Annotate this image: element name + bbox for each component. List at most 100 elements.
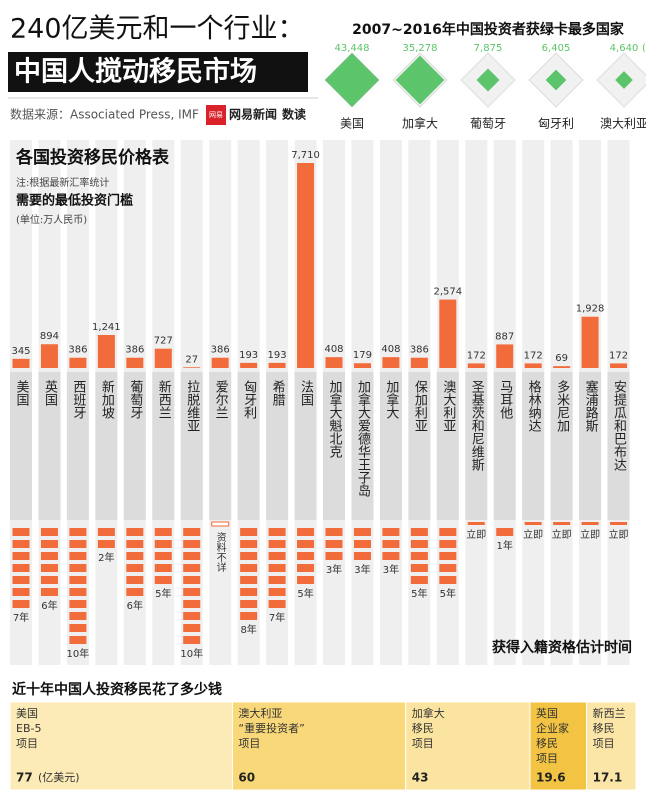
bar [496,344,514,368]
year-label: 6年 [41,599,57,612]
category-label: 希腊 [270,380,286,407]
year-block [12,600,30,608]
year-label: 7年 [269,611,285,624]
year-block [268,588,286,596]
category-label: 匈牙利 [538,117,574,131]
year-block [12,588,30,596]
chart-title: 各国投资移民价格表 [15,147,170,168]
year-block [40,528,58,536]
year-block [97,528,115,536]
year-label: 3年 [383,563,399,576]
value-label: 172 [524,350,543,361]
year-block [154,528,172,536]
year-label: 5年 [411,587,427,600]
year-block [325,552,343,560]
segment-label: 新西兰移民项目 [593,706,626,750]
value-label: 386 [125,345,144,356]
year-blocks [467,522,485,525]
category-label: 澳大利亚 [600,117,646,131]
label-cell [351,372,374,520]
title-line-1: 240亿美元和一个行业： [10,14,305,45]
year-block [353,540,371,548]
label-cell [493,372,516,520]
year-label: 立即 [466,528,486,541]
value-label: 1,928 [576,304,605,315]
year-block [183,564,201,572]
category-label: 安提瓜和巴布达 [611,380,627,472]
label-cell [379,372,402,520]
logo-text: 网易 [209,111,223,119]
category-label: 新西兰 [156,379,172,419]
category-label: 英国 [42,380,58,406]
year-block [183,540,201,548]
year-blocks [97,528,115,548]
value-label: 386 [211,345,230,356]
year-block [410,540,428,548]
segment [231,701,407,791]
diamond [545,69,567,91]
label-cell [123,372,146,520]
value-label: 386 [410,345,429,356]
year-block [69,636,87,644]
category-label: 多米尼加 [554,379,570,433]
bar [12,358,30,368]
year-block [268,600,286,608]
year-block [183,600,201,608]
year-block [297,540,315,548]
year-block [240,528,258,536]
note: 注:根据最新汇率统计 [16,176,109,189]
year-blocks [553,522,571,525]
bar [553,366,571,368]
label-cell [95,372,118,520]
year-block [183,612,201,620]
category-label: 加拿大 [383,380,399,419]
year-block [297,564,315,572]
diamond [476,68,500,92]
year-block [69,624,87,632]
bar [154,348,172,368]
year-block [382,552,400,560]
value-label: 179 [353,350,372,361]
year-block [12,564,30,572]
year-block [183,552,201,560]
segment [529,701,588,791]
category-label: 拉脱维亚 [184,380,200,432]
year-block [610,522,628,525]
segment [586,701,637,791]
year-block [183,588,201,596]
year-blocks [496,528,514,536]
year-block [69,588,87,596]
year-block [154,540,172,548]
year-block [382,540,400,548]
year-block [268,528,286,536]
brand: 网易新闻 [229,107,277,122]
segment-label: 澳大利亚“重要投资者”项目 [238,706,304,750]
missing-marker [211,521,230,527]
label-cell [323,372,345,520]
year-block [154,576,172,584]
label-cell [294,372,317,520]
year-block [496,528,514,536]
year-block [382,528,400,536]
year-block [297,552,315,560]
year-block [240,564,258,572]
unit: (亿美元) [38,771,80,784]
year-block [410,528,428,536]
year-block [97,540,115,548]
value-label: 4,640 [610,43,639,54]
value-label: 43,448 [335,43,370,54]
segment [9,701,233,791]
year-block [439,528,457,536]
bar [211,357,229,368]
unit: (单位:万人民币) [16,213,87,226]
year-block [325,540,343,548]
bar [439,299,457,368]
value-label: 408 [324,344,343,355]
year-block [240,576,258,584]
category-label: 葡萄牙 [470,117,506,131]
year-block [240,612,258,620]
year-blocks [610,522,628,525]
value-label: 7,875 [474,43,503,54]
year-label: 5年 [155,587,171,600]
